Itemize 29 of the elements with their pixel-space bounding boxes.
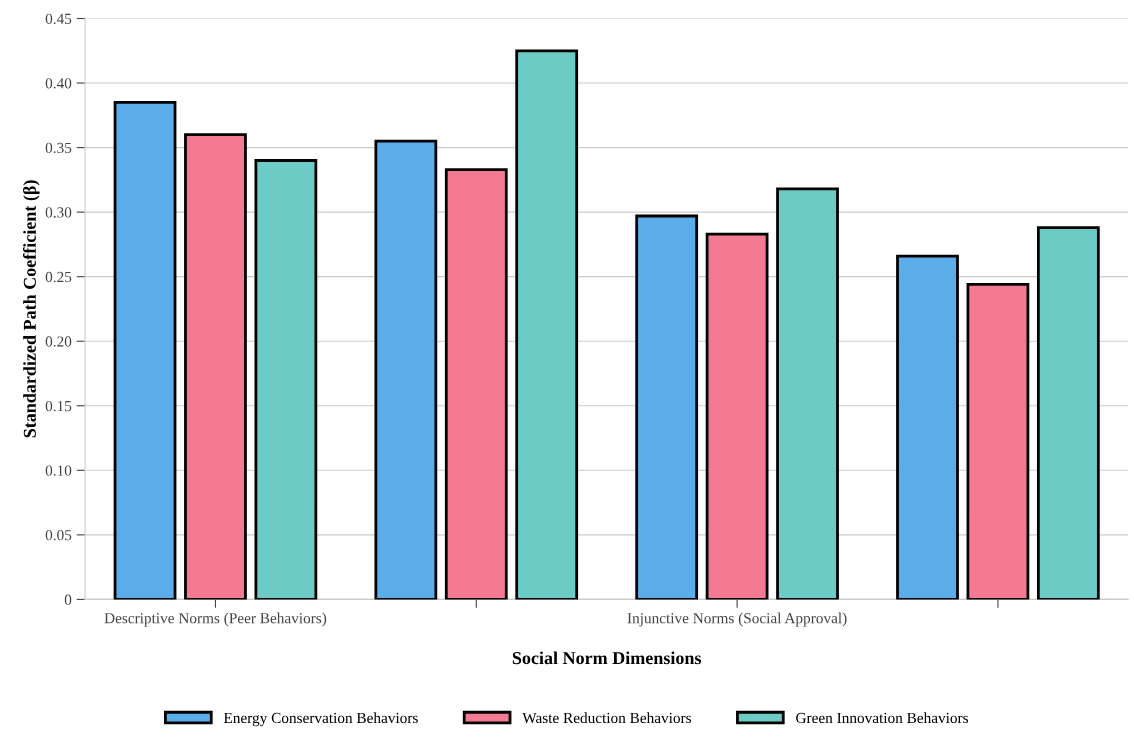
y-axis-title: Standardized Path Coefficient (β) bbox=[23, 180, 40, 438]
bar bbox=[1036, 226, 1100, 600]
bar bbox=[444, 168, 508, 600]
legend-label: Green Innovation Behaviors bbox=[796, 712, 969, 724]
y-tick-label: 0.20 bbox=[45, 336, 72, 347]
y-tick-label: 0.05 bbox=[45, 530, 72, 541]
x-tick-label: Descriptive Norms (Peer Behaviors) bbox=[104, 612, 327, 627]
y-tick-label: 0 bbox=[64, 594, 72, 605]
bar bbox=[374, 139, 438, 600]
bar bbox=[184, 133, 247, 600]
y-tick-label: 0.40 bbox=[45, 78, 72, 89]
y-tick-label: 0.45 bbox=[45, 13, 72, 25]
x-tick-label: Injunctive Norms (Social Approval) bbox=[627, 612, 847, 627]
y-tick-label: 0.25 bbox=[45, 271, 72, 283]
bar bbox=[776, 187, 839, 600]
bar bbox=[515, 49, 579, 600]
legend-label: Energy Conservation Behaviors bbox=[223, 712, 418, 727]
x-axis-title: Social Norm Dimensions bbox=[512, 651, 702, 665]
bar bbox=[705, 232, 769, 600]
y-tick-label: 0.15 bbox=[45, 400, 72, 412]
y-tick-label: 0.30 bbox=[45, 207, 72, 218]
y-tick-label: 0.35 bbox=[45, 142, 72, 154]
bar bbox=[254, 159, 318, 600]
bar bbox=[966, 283, 1030, 600]
bar bbox=[896, 254, 959, 600]
legend-label: Waste Reduction Behaviors bbox=[522, 712, 692, 724]
bar bbox=[635, 214, 699, 600]
y-tick-label: 0.10 bbox=[45, 465, 72, 476]
bar bbox=[113, 101, 177, 600]
